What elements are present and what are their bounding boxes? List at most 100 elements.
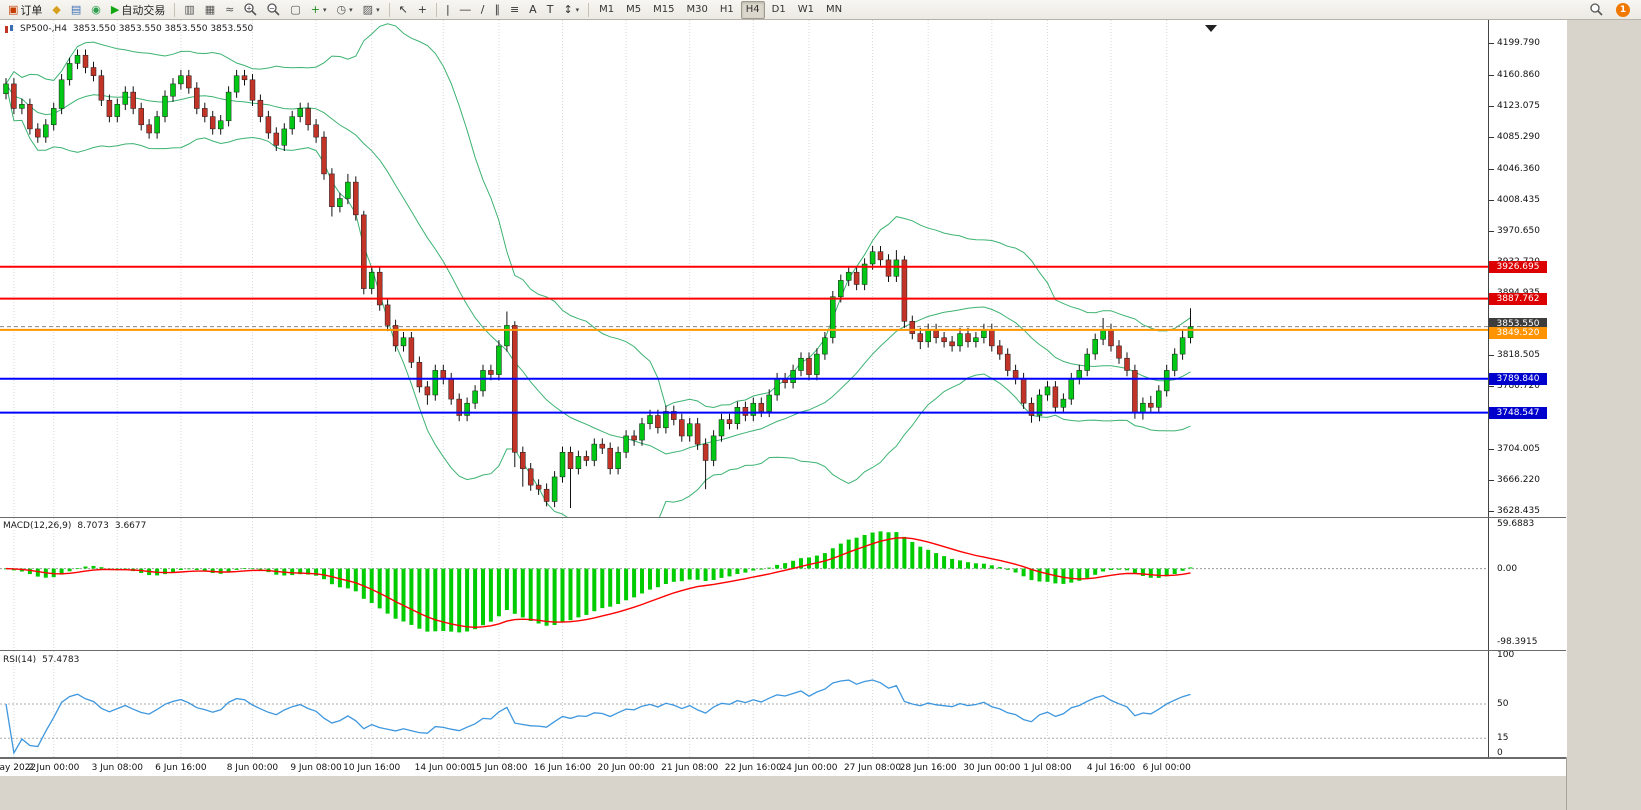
cursor-button[interactable]: ↖ <box>395 1 412 19</box>
candle <box>758 402 765 412</box>
data-window-button[interactable]: ▤ <box>67 1 85 19</box>
market-watch-button[interactable]: ◆ <box>48 1 64 19</box>
macd-histogram-bar <box>942 556 947 569</box>
macd-histogram-bar <box>918 546 923 569</box>
symbol-icon <box>5 25 13 33</box>
candle <box>1187 326 1194 338</box>
macd-histogram-bar <box>791 560 796 569</box>
macd-histogram-bar <box>473 568 478 630</box>
text-button[interactable]: A <box>525 1 541 19</box>
navigator-button[interactable]: ◉ <box>87 1 105 19</box>
main-chart-plot[interactable] <box>0 20 1488 517</box>
price-axis-label: 3970.650 <box>1497 225 1540 236</box>
macd-histogram-bar <box>1061 568 1066 584</box>
bar-chart-button[interactable]: ▥ <box>180 1 198 19</box>
candle <box>830 296 836 338</box>
panel-separator-main-macd[interactable] <box>0 517 1566 518</box>
macd-histogram-bar <box>218 568 223 574</box>
time-axis-label: 1 Jul 08:00 <box>1023 763 1072 773</box>
price-axis[interactable]: 4199.790 4160.860 4123.075 4085.290 4046.360… <box>1488 20 1567 758</box>
macd-histogram-bar <box>981 563 986 569</box>
time-axis-label: 2 Jun 00:00 <box>27 763 80 773</box>
price-axis-label: 4123.075 <box>1497 100 1540 111</box>
macd-histogram-bar <box>1140 568 1145 576</box>
macd-histogram-bar <box>361 568 366 599</box>
macd-histogram-bar <box>67 568 72 572</box>
line-chart-button[interactable]: ≈ <box>221 1 238 19</box>
autotrading-button[interactable]: ▶ 自动交易 <box>107 1 169 19</box>
chart-shift-marker[interactable] <box>1205 25 1217 32</box>
dropdown-arrow-icon: ▾ <box>349 5 353 14</box>
symbol-ohlc-values: 3853.550 3853.550 3853.550 3853.550 <box>72 24 254 34</box>
timeframe-d1-button[interactable]: D1 <box>771 4 786 15</box>
text-label-button[interactable]: T <box>543 1 558 19</box>
notification-badge[interactable]: 1 <box>1616 2 1630 17</box>
zoom-out-button[interactable]: − <box>263 1 284 19</box>
candle <box>122 91 129 105</box>
macd-value-main: 8.7073 <box>77 521 109 531</box>
macd-histogram-bar <box>83 566 88 569</box>
templates-button[interactable]: ▨ ▾ <box>359 1 384 19</box>
candle <box>265 116 272 134</box>
macd-histogram-bar <box>536 568 541 624</box>
macd-histogram-bar <box>290 568 295 576</box>
macd-plot[interactable] <box>0 518 1488 650</box>
timeframe-m15-button[interactable]: M15 <box>653 4 675 15</box>
tile-windows-button[interactable]: ▢ <box>286 1 304 19</box>
timeframe-m30-button[interactable]: M30 <box>686 4 708 15</box>
toolbar: ▣ 订单 ◆ ▤ ◉ ▶ 自动交易 ▥ ▦ ≈ + − ▢ + ▾ ◷ ▾ ▨ ▾ ↖ + | ― / ∥ ≡ A T ↕ ▾ M1 M5 M1… <box>0 0 1641 20</box>
zoom-in-button[interactable]: + <box>240 1 261 19</box>
candle <box>845 271 852 281</box>
candle <box>138 108 144 126</box>
candle <box>361 214 367 289</box>
time-axis-label: 21 Jun 08:00 <box>661 763 719 773</box>
candle <box>146 124 152 134</box>
new-order-button[interactable]: ▣ 订单 <box>4 1 46 19</box>
timeframe-m5-button[interactable]: M5 <box>626 4 642 15</box>
rsi-plot[interactable] <box>0 651 1488 757</box>
price-axis-tick <box>1489 136 1494 138</box>
timeframe-m1-button[interactable]: M1 <box>599 4 615 15</box>
candle <box>1028 402 1035 416</box>
time-axis-label: 28 Jun 16:00 <box>899 763 957 773</box>
timeframe-h4-button[interactable]: H4 <box>740 0 765 19</box>
price-axis-tick <box>1489 168 1494 170</box>
rsi-title: RSI(14) <box>3 655 37 665</box>
macd-histogram-bar <box>632 568 637 598</box>
vertical-line-button[interactable]: | <box>442 1 454 19</box>
macd-histogram-bar <box>886 532 891 569</box>
macd-histogram-bar <box>655 568 660 588</box>
price-axis-label: 3628.435 <box>1497 505 1540 516</box>
candlestick-chart-button[interactable]: ▦ <box>201 1 219 19</box>
candle <box>66 63 73 81</box>
timeframe-w1-button[interactable]: W1 <box>797 4 814 15</box>
candle <box>615 452 621 469</box>
timeframe-h1-button[interactable]: H1 <box>719 4 734 15</box>
market-watch-icon: ◆ <box>52 3 61 16</box>
candle <box>607 447 613 469</box>
trendline-button[interactable]: / <box>477 1 489 19</box>
candle <box>1156 390 1162 408</box>
candle <box>647 415 653 424</box>
crosshair-button[interactable]: + <box>414 1 431 19</box>
candle <box>671 411 677 420</box>
indicators-button[interactable]: + ▾ <box>307 1 331 19</box>
macd-histogram-bar <box>186 568 191 570</box>
time-axis-label: 15 Jun 08:00 <box>470 763 528 773</box>
bottom-margin-panel <box>0 776 1566 810</box>
periods-button[interactable]: ◷ ▾ <box>333 1 357 19</box>
fibonacci-button[interactable]: ≡ <box>506 1 523 19</box>
timeframe-mn-button[interactable]: MN <box>825 4 843 15</box>
arrows-button[interactable]: ↕ ▾ <box>559 1 583 19</box>
macd-histogram-bar <box>624 568 629 601</box>
symbol-search-button[interactable] <box>1586 1 1607 19</box>
macd-histogram-bar <box>520 568 525 618</box>
horizontal-line-button[interactable]: ― <box>456 1 475 19</box>
autotrading-icon: ▶ <box>110 3 120 16</box>
candle <box>186 75 192 89</box>
macd-histogram-bar <box>735 568 740 574</box>
panel-separator-macd-rsi[interactable] <box>0 650 1566 651</box>
zoom-in-icon: + <box>244 3 257 16</box>
channel-button[interactable]: ∥ <box>490 1 504 19</box>
